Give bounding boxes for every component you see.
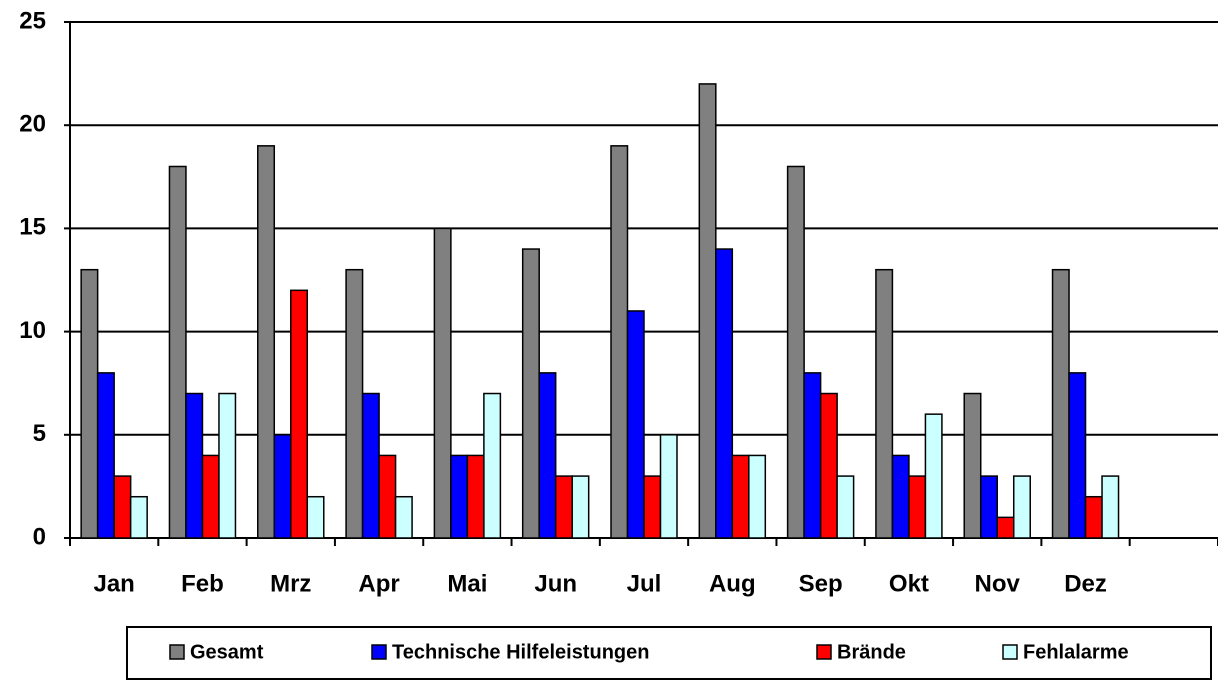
- bar: [1051, 268, 1070, 539]
- legend-swatch: [169, 644, 185, 660]
- bar: [698, 83, 717, 539]
- bar: [1084, 495, 1103, 539]
- bar: [433, 227, 452, 539]
- bar: [218, 392, 237, 539]
- bar: [1012, 475, 1031, 539]
- bar: [1101, 475, 1120, 539]
- bar: [273, 434, 292, 539]
- bar: [554, 475, 573, 539]
- bar: [626, 310, 645, 539]
- x-tick-label: Feb: [181, 570, 224, 597]
- bar: [361, 392, 380, 539]
- bar: [394, 495, 413, 539]
- bar: [659, 434, 678, 539]
- bar: [786, 165, 805, 539]
- y-tick-label: 25: [19, 7, 46, 34]
- bar: [803, 372, 822, 539]
- bar: [185, 392, 204, 539]
- bar: [819, 392, 838, 539]
- x-tick-label: Okt: [889, 570, 929, 597]
- y-tick-label: 10: [19, 317, 46, 344]
- bar: [1068, 372, 1087, 539]
- x-tick-label: Nov: [975, 570, 1021, 597]
- legend-swatch: [1002, 644, 1018, 660]
- bar: [290, 289, 309, 539]
- bar: [715, 248, 734, 539]
- x-tick-label: Aug: [709, 570, 756, 597]
- bar: [129, 495, 148, 539]
- bar: [113, 475, 132, 539]
- legend-label: Fehlalarme: [1023, 641, 1129, 663]
- bar: [731, 454, 750, 539]
- legend-label: Brände: [837, 641, 906, 663]
- x-tick-label: Apr: [358, 570, 399, 597]
- legend-swatch: [371, 644, 387, 660]
- legend-box: [126, 626, 1212, 680]
- bar: [979, 475, 998, 539]
- bar: [963, 392, 982, 539]
- bar: [483, 392, 502, 539]
- legend-label: Gesamt: [190, 641, 264, 663]
- bar: [450, 454, 469, 539]
- bar: [168, 165, 187, 539]
- x-tick-label: Jun: [534, 570, 577, 597]
- bar: [643, 475, 662, 539]
- bar: [996, 516, 1015, 539]
- bar: [908, 475, 927, 539]
- legend-label: Technische Hilfeleistungen: [392, 641, 649, 663]
- x-tick-label: Jan: [93, 570, 134, 597]
- x-tick-label: Jul: [627, 570, 662, 597]
- bar: [378, 454, 397, 539]
- bar: [571, 475, 590, 539]
- bar: [836, 475, 855, 539]
- bar: [80, 268, 99, 539]
- bar: [521, 248, 540, 539]
- y-tick-label: 15: [19, 214, 46, 241]
- bar: [748, 454, 767, 539]
- bar: [875, 268, 894, 539]
- bar: [201, 454, 220, 539]
- x-tick-label: Dez: [1064, 570, 1107, 597]
- legend-swatch: [816, 644, 832, 660]
- bar: [924, 413, 943, 539]
- bar: [306, 495, 325, 539]
- bar: [96, 372, 115, 539]
- bar: [538, 372, 557, 539]
- x-tick-label: Mai: [447, 570, 487, 597]
- bar: [257, 145, 276, 539]
- y-tick-label: 0: [33, 523, 46, 550]
- bar: [466, 454, 485, 539]
- x-tick-label: Mrz: [270, 570, 311, 597]
- x-tick-label: Sep: [799, 570, 843, 597]
- bar: [610, 145, 629, 539]
- y-tick-label: 5: [33, 420, 46, 447]
- bar: [345, 268, 364, 539]
- y-tick-label: 20: [19, 111, 46, 138]
- bar: [891, 454, 910, 539]
